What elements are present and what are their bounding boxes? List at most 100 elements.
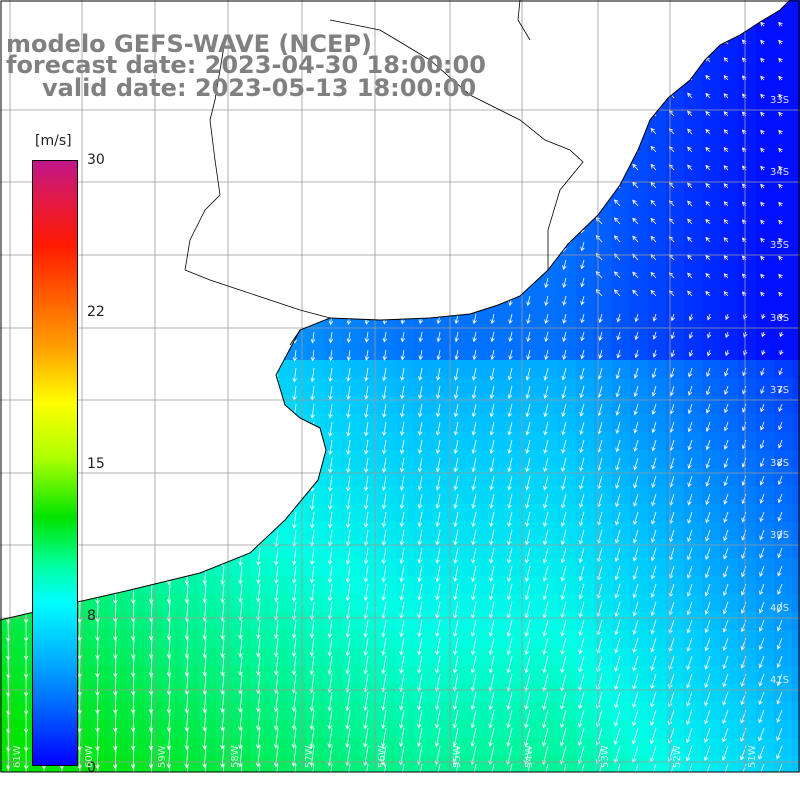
wind-arrow — [131, 439, 136, 458]
wind-arrow — [724, 367, 729, 377]
wind-cell — [342, 522, 361, 541]
wind-arrow — [292, 475, 297, 493]
wind-cell — [288, 126, 307, 145]
wind-arrow — [779, 349, 784, 356]
wind-cell — [144, 108, 163, 127]
wind-arrow — [59, 763, 65, 772]
wind-arrow — [595, 270, 603, 279]
wind-cell — [252, 558, 271, 577]
wind-cell — [126, 540, 145, 559]
wind-arrow — [167, 313, 172, 328]
wind-cell — [702, 126, 721, 145]
wind-cell — [450, 522, 469, 541]
wind-arrow — [400, 331, 406, 343]
wind-cell — [90, 558, 109, 577]
wind-cell — [540, 720, 559, 739]
wind-cell — [648, 666, 667, 685]
wind-cell — [216, 702, 235, 721]
wind-cell — [162, 180, 181, 199]
wind-arrow — [544, 7, 549, 19]
wind-arrow — [309, 691, 315, 712]
wind-cell — [432, 126, 451, 145]
wind-arrow — [5, 205, 11, 222]
wind-cell — [144, 396, 163, 415]
wind-cell — [144, 450, 163, 469]
wind-arrow — [148, 565, 154, 586]
wind-arrow — [273, 619, 279, 639]
wind-arrow — [274, 331, 280, 344]
wind-cell — [774, 648, 793, 667]
wind-arrow — [490, 79, 495, 91]
wind-arrow — [382, 115, 388, 127]
wind-cell — [414, 396, 433, 415]
wind-cell — [720, 162, 739, 181]
wind-arrow — [454, 151, 459, 163]
wind-cell — [792, 594, 800, 613]
wind-arrow — [435, 457, 441, 473]
wind-cell — [180, 378, 199, 397]
wind-cell — [144, 216, 163, 235]
wind-arrow — [489, 493, 495, 509]
wind-cell — [738, 432, 757, 451]
wind-cell — [342, 684, 361, 703]
wind-arrow — [77, 475, 82, 495]
wind-cell — [720, 378, 739, 397]
wind-cell — [234, 738, 253, 757]
wind-cell — [522, 180, 541, 199]
wind-cell — [756, 432, 775, 451]
wind-cell — [432, 306, 451, 325]
wind-arrow — [381, 583, 387, 601]
wind-arrow — [364, 115, 370, 127]
wind-cell — [756, 126, 775, 145]
wind-cell — [342, 198, 361, 217]
wind-arrow — [776, 745, 783, 760]
wind-arrow — [131, 259, 136, 274]
wind-arrow — [416, 763, 423, 772]
wind-cell — [90, 522, 109, 541]
wind-cell — [792, 270, 800, 289]
wind-cell — [522, 54, 541, 73]
wind-cell — [648, 306, 667, 325]
wind-arrow — [5, 313, 11, 330]
longitude-label: 51W — [747, 745, 758, 768]
wind-cell — [684, 540, 703, 559]
wind-arrow — [363, 655, 369, 675]
wind-arrow — [131, 241, 136, 256]
wind-arrow — [202, 511, 208, 530]
wind-arrow — [453, 421, 459, 436]
wind-cell — [486, 306, 505, 325]
wind-arrow — [542, 727, 549, 747]
wind-arrow — [202, 493, 208, 512]
wind-cell — [738, 468, 757, 487]
wind-cell — [540, 522, 559, 541]
wind-cell — [576, 522, 595, 541]
wind-arrow — [256, 331, 262, 345]
wind-cell — [486, 324, 505, 343]
wind-cell — [306, 108, 325, 127]
wind-cell — [468, 666, 487, 685]
wind-arrow — [310, 115, 316, 128]
wind-cell — [180, 288, 199, 307]
wind-cell — [108, 288, 127, 307]
longitude-label: 56W — [377, 745, 388, 768]
wind-cell — [468, 234, 487, 253]
wind-arrow — [452, 655, 459, 674]
wind-cell — [234, 306, 253, 325]
wind-cell — [252, 180, 271, 199]
wind-cell — [630, 18, 649, 37]
wind-arrow — [561, 457, 567, 473]
wind-arrow — [203, 349, 208, 363]
wind-cell — [0, 522, 19, 541]
wind-cell — [504, 522, 523, 541]
wind-arrow — [203, 331, 208, 345]
wind-arrow — [131, 151, 136, 166]
wind-arrow — [95, 277, 100, 293]
wind-cell — [684, 180, 703, 199]
wind-cell — [450, 144, 469, 163]
wind-arrow — [292, 295, 298, 308]
wind-arrow — [220, 403, 226, 420]
wind-cell — [432, 162, 451, 181]
wind-cell — [738, 486, 757, 505]
wind-cell — [252, 504, 271, 523]
wind-cell — [558, 450, 577, 469]
